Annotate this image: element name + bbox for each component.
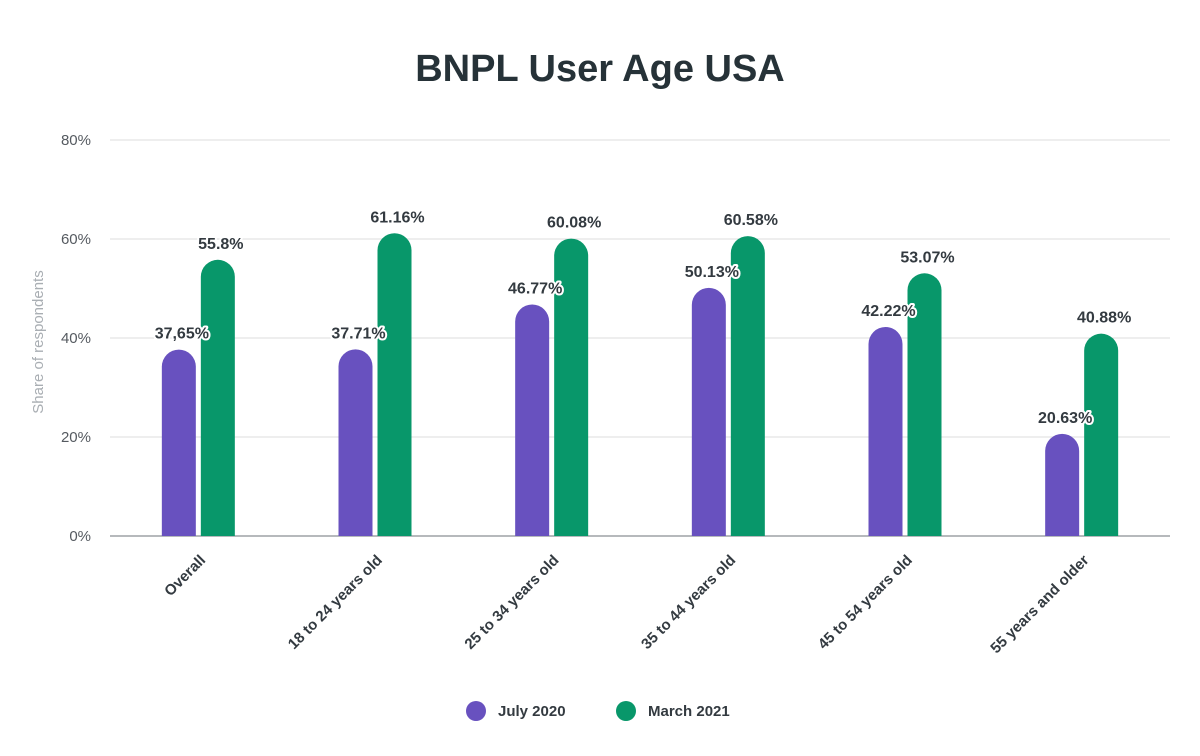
x-tick-label: 45 to 54 years old <box>815 552 916 653</box>
y-tick-label: 0% <box>69 528 91 545</box>
bar-march-2021 <box>907 273 942 536</box>
bar-july-2020 <box>868 327 903 536</box>
y-tick-label: 20% <box>61 429 91 446</box>
data-label: 60.08% <box>547 215 601 232</box>
bar-july-2020 <box>515 304 550 536</box>
data-label: 50.13% <box>685 264 739 281</box>
bar-march-2021 <box>377 233 412 536</box>
x-tick-label: 25 to 34 years old <box>461 552 562 653</box>
chart-title: BNPL User Age USA <box>415 48 785 90</box>
x-tick-label: 18 to 24 years old <box>285 552 386 653</box>
x-tick-label: 55 years and older <box>987 552 1092 657</box>
legend-label: March 2021 <box>648 703 730 720</box>
bar-march-2021 <box>730 236 765 536</box>
bar-july-2020 <box>161 349 196 536</box>
data-label: 46.77% <box>508 280 562 297</box>
bar-july-2020 <box>1045 433 1080 536</box>
y-axis-label: Share of respondents <box>30 270 47 413</box>
y-axis-ticks: 0% 20% 40% 60% 80% <box>61 132 91 545</box>
bar-march-2021 <box>554 238 589 536</box>
data-label: 60.58% <box>724 212 778 229</box>
bars <box>161 233 1119 536</box>
x-axis-ticks: Overall 18 to 24 years old 25 to 34 years … <box>161 552 1092 657</box>
y-tick-label: 60% <box>61 231 91 248</box>
data-label: 53.07% <box>900 249 954 266</box>
legend-label: July 2020 <box>498 703 566 720</box>
y-tick-label: 80% <box>61 132 91 149</box>
legend-swatch <box>616 701 636 721</box>
x-tick-label: 35 to 44 years old <box>638 552 739 653</box>
data-label: 20.63% <box>1038 410 1092 427</box>
data-label: 61.16% <box>370 209 424 226</box>
bar-july-2020 <box>691 287 726 536</box>
data-label: 40.88% <box>1077 310 1131 327</box>
bar-march-2021 <box>200 259 235 536</box>
data-label: 37,65% <box>155 326 209 343</box>
y-tick-label: 40% <box>61 330 91 347</box>
data-label: 37.71% <box>331 325 385 342</box>
data-label: 42.22% <box>861 303 915 320</box>
bar-july-2020 <box>338 349 373 536</box>
legend: July 2020 March 2021 <box>466 701 730 721</box>
legend-swatch <box>466 701 486 721</box>
data-labels: 37,65% 55.8% 37.71% 61.16% 46.77% 60.08% 50.13… <box>153 207 1134 429</box>
data-label: 55.8% <box>198 236 243 253</box>
gridlines <box>110 139 1170 537</box>
bar-march-2021 <box>1084 333 1119 536</box>
x-tick-label: Overall <box>161 552 209 600</box>
